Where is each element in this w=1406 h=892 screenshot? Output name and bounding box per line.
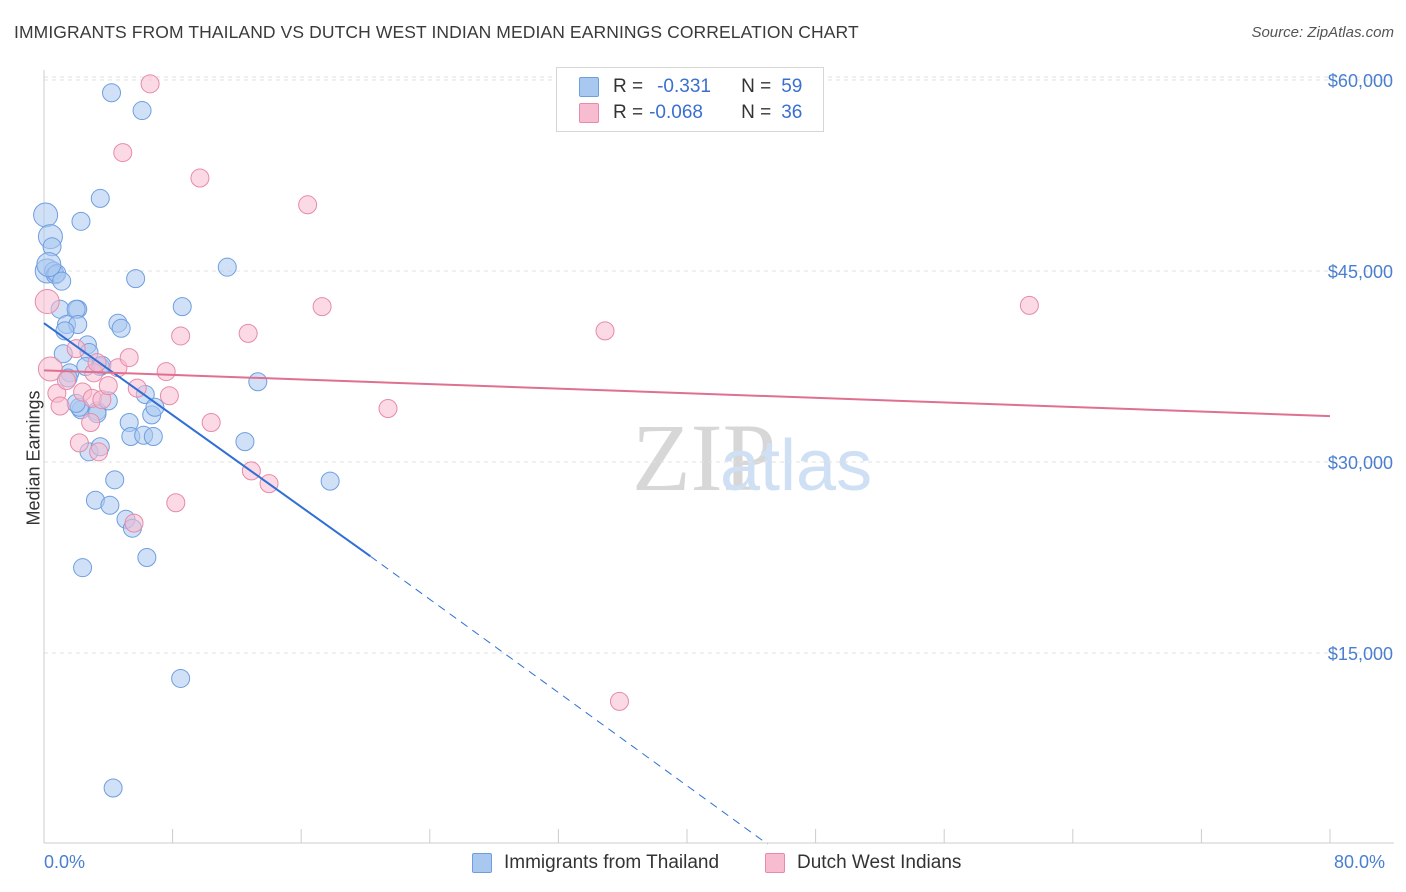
data-point: [190, 168, 210, 188]
data-point: [201, 413, 221, 433]
data-point: [595, 321, 615, 341]
data-point: [119, 348, 139, 368]
data-point: [140, 74, 160, 94]
data-point: [171, 326, 191, 346]
data-point: [378, 399, 398, 419]
legend-n-value: 36: [781, 102, 803, 123]
chart-title: IMMIGRANTS FROM THAILAND VS DUTCH WEST I…: [14, 22, 859, 42]
legend-swatch-thailand: [472, 853, 492, 873]
watermark-zip: ZIP: [632, 404, 776, 511]
data-point: [312, 297, 332, 317]
data-point: [73, 558, 93, 578]
data-point: [137, 548, 157, 567]
legend-n-value: 59: [781, 76, 803, 97]
data-point: [33, 202, 59, 228]
legend-r-value: -0.331: [657, 76, 711, 97]
data-point: [238, 323, 258, 343]
data-point: [103, 778, 123, 798]
data-point: [98, 376, 118, 396]
data-point: [124, 513, 144, 533]
data-point: [172, 297, 192, 317]
data-point: [105, 470, 125, 490]
data-point: [235, 432, 255, 452]
data-point: [81, 413, 101, 433]
data-point: [248, 372, 268, 392]
trend-line-dutch-west-indian: [43, 369, 1331, 418]
y-tick-label: $45,000: [1328, 262, 1393, 282]
source-label: Source: ZipAtlas.com: [1251, 24, 1394, 41]
data-point: [166, 493, 186, 513]
data-point: [36, 252, 62, 278]
data-point: [34, 289, 60, 315]
data-point: [1019, 295, 1039, 315]
data-point: [71, 211, 91, 231]
data-point: [52, 271, 72, 291]
data-point: [143, 427, 163, 447]
legend-r-label: R =: [613, 102, 644, 123]
data-point: [298, 195, 318, 215]
legend-row-dutch-west-indian: R = -0.068 N = 36: [579, 101, 802, 125]
data-point: [320, 471, 340, 491]
series-dutch-west-indian-points: [34, 74, 1039, 711]
data-point: [102, 83, 122, 103]
trend-lines: [43, 322, 1331, 845]
legend-swatch-dutch-west-indian: [765, 853, 785, 873]
axes: [43, 70, 1394, 844]
legend-n-label: N =: [741, 76, 772, 97]
data-point: [145, 397, 165, 417]
legend-swatch-dutch-west-indian: [579, 103, 599, 123]
series-legend: Immigrants from Thailand Dutch West Indi…: [0, 852, 1406, 878]
data-point: [90, 188, 110, 208]
y-tick-labels: $15,000 $30,000 $45,000 $60,000: [1328, 71, 1393, 664]
legend-item-thailand[interactable]: Immigrants from Thailand: [472, 852, 719, 874]
data-point: [50, 396, 70, 416]
data-point: [57, 371, 77, 391]
y-tick-label: $60,000: [1328, 71, 1393, 91]
legend-row-thailand: R = -0.331 N = 59: [579, 75, 802, 99]
legend-swatch-thailand: [579, 77, 599, 97]
x-tick-max: 80.0%: [1334, 852, 1386, 872]
data-point: [37, 356, 63, 382]
legend-r-value: -0.068: [649, 102, 703, 123]
correlation-legend: R = -0.331 N = 59 R = -0.068 N = 36: [556, 67, 824, 132]
legend-label-dutch-west-indian: Dutch West Indians: [797, 852, 962, 873]
gridlines: [44, 76, 1394, 654]
legend-r-label: R =: [613, 76, 644, 97]
data-point: [111, 318, 131, 338]
data-point: [156, 362, 176, 382]
data-point: [89, 442, 109, 462]
data-point: [126, 269, 146, 289]
data-point: [217, 257, 237, 277]
y-tick-label: $15,000: [1328, 644, 1393, 664]
trend-line-thailand: [43, 322, 371, 558]
data-point: [171, 668, 191, 688]
legend-n-label: N =: [741, 102, 772, 123]
legend-item-dutch-west-indian[interactable]: Dutch West Indians: [765, 852, 961, 874]
x-tick-min: 0.0%: [44, 852, 86, 872]
data-point: [609, 691, 629, 711]
data-point: [132, 101, 152, 121]
y-tick-label: $30,000: [1328, 453, 1393, 473]
data-point: [113, 143, 133, 163]
legend-label-thailand: Immigrants from Thailand: [504, 852, 720, 873]
data-point: [69, 433, 89, 453]
data-point: [159, 386, 179, 406]
data-point: [100, 495, 120, 515]
trend-line-thailand-extension: [370, 555, 768, 845]
watermark-atlas: atlas: [720, 426, 872, 506]
